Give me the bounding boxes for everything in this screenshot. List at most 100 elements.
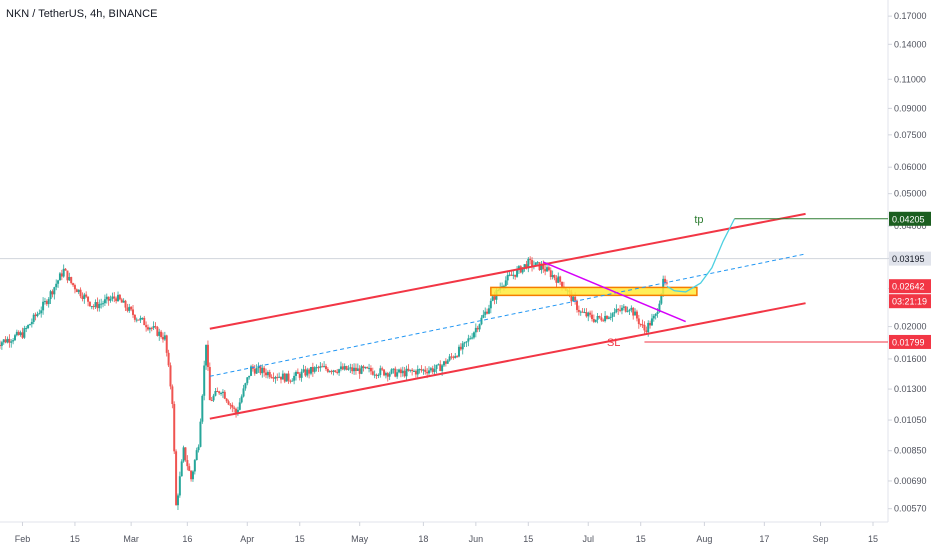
tp-annotation: tp — [694, 214, 703, 226]
candle-body — [323, 366, 326, 368]
candle-body — [516, 269, 519, 277]
candle-body — [27, 324, 30, 328]
candle-body — [444, 361, 447, 364]
candle-body — [38, 313, 41, 315]
candle-body — [570, 292, 573, 302]
candle-body — [527, 258, 530, 269]
channel-midline[interactable] — [209, 253, 806, 377]
candle-body — [620, 307, 623, 311]
candle-body — [281, 373, 284, 380]
candle-countdown-label-bg — [889, 294, 931, 309]
time-axis[interactable]: Feb 15 Mar 16 Apr 15 May 18 Jun 15 Jul 15 Aug 17 Sep 15 — [15, 522, 878, 544]
candle-body — [233, 407, 236, 409]
candle-body — [68, 276, 71, 281]
candle-body — [579, 311, 582, 313]
candle-body — [446, 360, 449, 364]
candle-body — [240, 396, 243, 403]
candle-body — [619, 309, 622, 311]
channel-upper-line[interactable] — [209, 212, 806, 330]
candle-body — [399, 369, 402, 374]
drawings[interactable]: tp SL — [209, 212, 888, 420]
last-price-label-bg — [889, 279, 931, 294]
candle-body — [561, 281, 564, 287]
candle-body — [193, 460, 196, 472]
candle-body — [47, 299, 50, 305]
candle-body — [70, 276, 73, 284]
candle-body — [366, 367, 369, 369]
projected-path[interactable] — [666, 218, 735, 293]
candle-body — [197, 446, 200, 451]
candle-body — [212, 395, 215, 401]
candle-body — [534, 262, 537, 266]
candle-body — [42, 301, 45, 311]
candle-body — [592, 318, 595, 322]
candle-body — [604, 315, 607, 322]
candle-body — [383, 369, 386, 376]
candle-body — [422, 369, 425, 371]
candle-body — [319, 366, 322, 368]
candle-body — [607, 317, 610, 319]
candle-body — [32, 314, 35, 322]
candle-body — [413, 370, 416, 372]
candle-body — [229, 404, 232, 406]
candle-body — [21, 332, 24, 338]
candle-body — [13, 335, 16, 341]
candle-body — [128, 306, 131, 311]
candle-body — [577, 309, 580, 312]
candle-body — [523, 264, 526, 268]
candle-body — [195, 450, 198, 461]
candle-body — [338, 369, 341, 373]
candle-body — [358, 368, 361, 374]
candle-body — [315, 367, 318, 369]
candle-body — [171, 386, 174, 405]
resistance-trendline[interactable] — [542, 261, 686, 323]
candle-body — [126, 307, 129, 311]
candle-body — [452, 356, 455, 358]
candle-body — [506, 275, 509, 281]
price-tick-label: 0.05000 — [894, 189, 927, 199]
candle-body — [220, 392, 223, 394]
channel-lower-line[interactable] — [209, 302, 806, 420]
candle-body — [652, 315, 655, 319]
candle-body — [555, 278, 558, 283]
candle-body — [248, 375, 251, 378]
entry-zone[interactable] — [490, 286, 698, 297]
time-tick-label: 15 — [636, 534, 646, 544]
symbol-title: NKN / TetherUS, 4h, BINANCE — [6, 8, 158, 20]
candle-body — [525, 264, 528, 269]
candle-body — [298, 373, 301, 378]
candle-body — [493, 296, 496, 300]
candle-body — [51, 291, 54, 295]
candle-body — [590, 314, 593, 319]
candle-body — [414, 370, 417, 375]
candle-body — [268, 372, 271, 377]
time-tick-label: 15 — [70, 534, 80, 544]
candle-body — [64, 268, 67, 271]
candle-body — [311, 366, 314, 372]
candle-body — [188, 466, 191, 471]
candle-body — [300, 371, 303, 378]
candle-body — [278, 376, 281, 378]
candle-body — [62, 268, 65, 277]
candle-body — [334, 370, 337, 372]
candle-body — [221, 391, 224, 393]
candle-body — [626, 311, 629, 313]
candle-body — [662, 278, 665, 294]
candle-body — [514, 274, 517, 277]
candle-body — [435, 364, 438, 370]
candle-body — [420, 369, 423, 371]
candle-body — [546, 267, 549, 272]
candle-body — [332, 370, 335, 372]
candle-body — [308, 369, 311, 374]
candle-body — [347, 368, 350, 370]
high-price-label-bg — [889, 251, 931, 266]
candle-body — [330, 371, 333, 373]
candle-body — [132, 309, 135, 315]
candle-body — [25, 327, 28, 329]
candle-body — [456, 356, 459, 358]
candle-body — [480, 317, 483, 325]
candle-body — [283, 373, 286, 382]
candle-body — [448, 356, 451, 361]
candle-body — [602, 320, 605, 322]
